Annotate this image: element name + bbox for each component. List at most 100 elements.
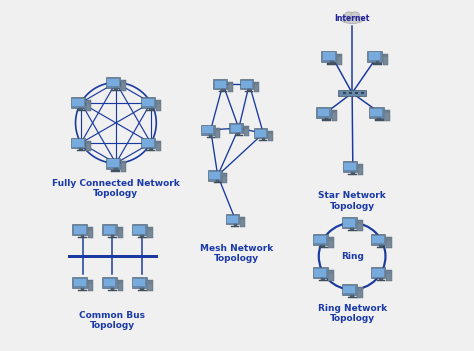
Bar bbox=[350, 295, 354, 297]
Bar bbox=[142, 99, 154, 106]
Text: Common Bus
Topology: Common Bus Topology bbox=[80, 311, 146, 330]
Bar bbox=[110, 288, 114, 290]
Bar bbox=[230, 125, 241, 132]
Bar bbox=[146, 150, 155, 151]
Bar bbox=[227, 216, 238, 223]
Bar bbox=[106, 77, 120, 88]
Bar bbox=[245, 91, 254, 92]
Bar bbox=[321, 51, 336, 61]
Bar bbox=[313, 234, 328, 245]
Bar bbox=[241, 81, 252, 88]
Bar bbox=[369, 107, 383, 118]
Bar bbox=[141, 138, 155, 148]
Bar bbox=[379, 245, 383, 247]
Bar bbox=[216, 180, 219, 183]
Bar bbox=[81, 288, 84, 290]
Bar bbox=[118, 280, 123, 291]
Bar bbox=[323, 52, 335, 60]
Text: Ring: Ring bbox=[341, 252, 364, 261]
Bar bbox=[121, 161, 127, 172]
Bar bbox=[328, 270, 334, 281]
Bar bbox=[321, 278, 325, 280]
Bar bbox=[133, 279, 145, 286]
Bar bbox=[231, 226, 239, 227]
Bar bbox=[102, 277, 117, 288]
Bar bbox=[146, 110, 155, 111]
Bar bbox=[262, 138, 265, 140]
Bar bbox=[210, 172, 220, 179]
Text: Star Network
Topology: Star Network Topology bbox=[318, 191, 386, 211]
Bar bbox=[72, 139, 84, 147]
Bar bbox=[332, 110, 337, 121]
Bar bbox=[373, 63, 382, 65]
Bar bbox=[322, 119, 331, 121]
Bar bbox=[268, 131, 273, 141]
Bar bbox=[72, 225, 87, 235]
Bar bbox=[244, 126, 248, 136]
Bar bbox=[114, 88, 118, 90]
Bar bbox=[371, 267, 385, 278]
Bar bbox=[141, 97, 155, 108]
Bar bbox=[376, 247, 385, 248]
Ellipse shape bbox=[345, 12, 353, 17]
Bar bbox=[254, 128, 267, 138]
Bar bbox=[111, 170, 120, 172]
Bar bbox=[234, 224, 237, 226]
Bar bbox=[361, 92, 364, 94]
Bar bbox=[342, 284, 356, 295]
Bar bbox=[140, 288, 144, 290]
Bar bbox=[376, 280, 385, 281]
Bar bbox=[74, 226, 85, 234]
Bar bbox=[140, 235, 144, 237]
Bar bbox=[86, 140, 91, 151]
Bar bbox=[372, 236, 384, 243]
Bar bbox=[328, 63, 336, 65]
Ellipse shape bbox=[354, 16, 363, 22]
Bar bbox=[313, 267, 328, 278]
Ellipse shape bbox=[345, 18, 360, 24]
Bar bbox=[147, 280, 153, 291]
Text: Mesh Network
Topology: Mesh Network Topology bbox=[200, 244, 273, 263]
Bar bbox=[349, 92, 352, 94]
Bar bbox=[79, 108, 83, 110]
Bar bbox=[138, 290, 146, 291]
Bar bbox=[156, 100, 161, 111]
Bar bbox=[321, 245, 325, 247]
Bar bbox=[103, 226, 115, 234]
Bar bbox=[118, 227, 123, 238]
Bar bbox=[386, 237, 392, 248]
Bar bbox=[384, 110, 390, 121]
Bar bbox=[314, 269, 326, 277]
Bar bbox=[259, 140, 267, 141]
Bar bbox=[121, 80, 127, 91]
Bar bbox=[343, 286, 355, 293]
Bar bbox=[348, 174, 357, 175]
Bar bbox=[208, 171, 222, 180]
Bar bbox=[371, 234, 385, 245]
Bar bbox=[351, 172, 355, 174]
Bar bbox=[107, 159, 119, 167]
Bar bbox=[367, 51, 382, 61]
Bar bbox=[214, 182, 222, 183]
Bar bbox=[213, 79, 227, 89]
Bar bbox=[319, 247, 328, 248]
Bar bbox=[107, 79, 119, 86]
Bar bbox=[343, 219, 355, 227]
Bar bbox=[226, 214, 239, 224]
Bar bbox=[369, 52, 380, 60]
Bar bbox=[110, 235, 114, 237]
Bar bbox=[370, 108, 382, 116]
Bar bbox=[81, 235, 84, 237]
Bar bbox=[237, 133, 240, 135]
Bar bbox=[108, 290, 117, 291]
Bar bbox=[228, 82, 233, 92]
Bar bbox=[149, 148, 153, 150]
Bar bbox=[337, 54, 342, 65]
Bar bbox=[219, 91, 227, 92]
Bar bbox=[379, 278, 383, 280]
Bar bbox=[338, 90, 366, 96]
Bar bbox=[147, 227, 153, 238]
Bar bbox=[103, 279, 115, 286]
Bar bbox=[72, 99, 84, 106]
Bar bbox=[342, 218, 356, 228]
